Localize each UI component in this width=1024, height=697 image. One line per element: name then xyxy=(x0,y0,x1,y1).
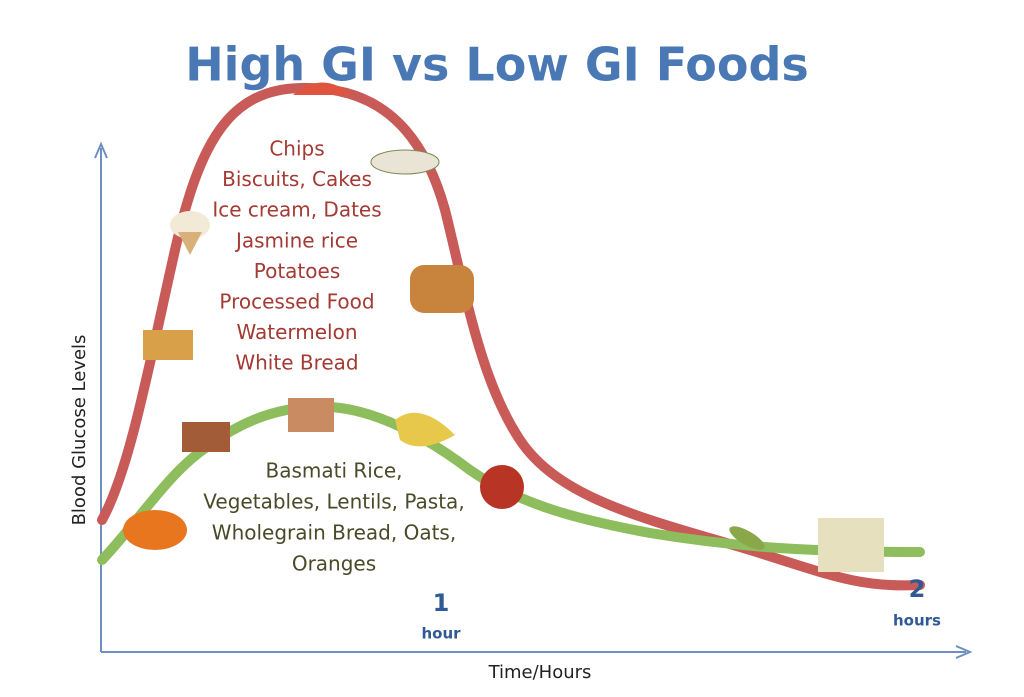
bread-slices-icon xyxy=(288,398,334,432)
chips-icon xyxy=(143,330,193,360)
y-axis-label: Blood Glucose Levels xyxy=(69,335,90,526)
high-gi-food: Biscuits, Cakes xyxy=(222,167,372,191)
apple-icon xyxy=(480,465,524,509)
pasta-icon xyxy=(818,518,884,572)
y-arrow xyxy=(94,141,108,159)
vegetables-icon xyxy=(182,422,230,452)
low-gi-list: Basmati Rice, Vegetables, Lentils, Pasta,… xyxy=(203,459,464,576)
food-icons xyxy=(123,82,884,572)
time-unit: hour xyxy=(421,625,461,643)
time-unit: hours xyxy=(893,612,941,630)
low-gi-food: Basmati Rice, xyxy=(265,459,402,483)
sushi-icon xyxy=(370,149,440,175)
high-gi-food: Jasmine rice xyxy=(234,228,358,252)
high-gi-food: Processed Food xyxy=(219,290,374,314)
x-arrow xyxy=(955,645,973,659)
high-gi-food: Potatoes xyxy=(254,259,340,283)
axes xyxy=(94,141,973,659)
time-number: 1 xyxy=(433,589,450,617)
high-gi-food: Chips xyxy=(269,137,324,161)
banana-icon xyxy=(395,412,455,447)
low-gi-food: Vegetables, Lentils, Pasta, xyxy=(203,490,464,514)
watermelon-icon xyxy=(293,82,352,95)
high-gi-list: Chips Biscuits, Cakes Ice cream, Dates Jasm… xyxy=(212,137,381,375)
high-gi-food: Ice cream, Dates xyxy=(212,198,381,222)
low-gi-food: Wholegrain Bread, Oats, xyxy=(212,521,456,545)
high-gi-food: Watermelon xyxy=(236,320,357,344)
time-number: 2 xyxy=(909,575,926,603)
cone-icon xyxy=(178,232,202,255)
title: High GI vs Low GI Foods xyxy=(185,38,809,92)
low-gi-food: Oranges xyxy=(292,552,376,576)
bean-icon xyxy=(729,526,765,550)
bread-icon xyxy=(410,265,474,313)
pumpkin-icon xyxy=(123,510,187,550)
high-gi-food: White Bread xyxy=(235,351,358,375)
x-axis-label: Time/Hours xyxy=(488,662,592,683)
